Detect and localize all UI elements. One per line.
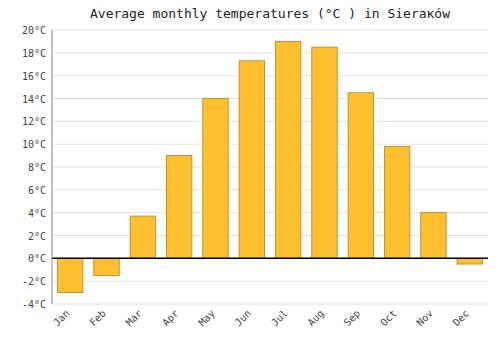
x-tick-label: Dec bbox=[451, 308, 472, 329]
y-tick-label: 4°C bbox=[28, 208, 46, 219]
bar bbox=[130, 216, 155, 258]
bar bbox=[275, 41, 300, 258]
grid-line bbox=[52, 167, 488, 168]
grid-line bbox=[52, 52, 488, 53]
y-tick-label: 0°C bbox=[28, 253, 46, 264]
y-tick-label: 2°C bbox=[28, 231, 46, 242]
x-tick-label: Feb bbox=[87, 308, 108, 329]
grid-line bbox=[52, 281, 488, 282]
y-tick-label: 12°C bbox=[22, 116, 46, 127]
zero-line bbox=[52, 258, 488, 260]
grid-line bbox=[52, 75, 488, 76]
y-tick-label: 10°C bbox=[22, 139, 46, 150]
y-tick-label: -2°C bbox=[22, 276, 46, 287]
grid-line bbox=[52, 98, 488, 99]
x-tick-label: Aug bbox=[305, 308, 326, 329]
y-axis-line bbox=[52, 30, 53, 304]
bar bbox=[312, 47, 337, 258]
y-tick-label: 16°C bbox=[22, 71, 46, 82]
bar bbox=[203, 99, 228, 259]
x-tick-label: May bbox=[196, 308, 217, 329]
x-tick-label: Jun bbox=[233, 308, 254, 329]
x-tick-label: Jul bbox=[269, 308, 290, 329]
grid-line bbox=[52, 189, 488, 190]
bar bbox=[166, 156, 191, 259]
grid-line bbox=[52, 121, 488, 122]
title: Average monthly temperatures (°C ) in Si… bbox=[90, 6, 450, 21]
y-tick-label: 20°C bbox=[22, 25, 46, 36]
bar bbox=[94, 258, 119, 275]
y-tick-label: 8°C bbox=[28, 162, 46, 173]
x-tick-label: Oct bbox=[378, 308, 399, 329]
grid-line bbox=[52, 258, 488, 259]
y-tick-label: 18°C bbox=[22, 48, 46, 59]
x-tick-label: Nov bbox=[414, 308, 435, 329]
bar bbox=[421, 213, 446, 259]
x-tick-label: Mar bbox=[124, 308, 145, 329]
bar bbox=[239, 61, 264, 259]
y-tick-label: 14°C bbox=[22, 94, 46, 105]
bar bbox=[348, 93, 373, 259]
grid-line bbox=[52, 30, 488, 31]
grid bbox=[52, 30, 488, 304]
y-tick-label: 6°C bbox=[28, 185, 46, 196]
x-tick-label: Apr bbox=[160, 308, 181, 329]
grid-line bbox=[52, 304, 488, 305]
bar bbox=[457, 258, 482, 264]
chart: Average monthly temperatures (°C ) in Si… bbox=[0, 0, 500, 350]
y-tick-label: -4°C bbox=[22, 299, 46, 310]
x-tick-label: Sep bbox=[342, 308, 363, 329]
grid-line bbox=[52, 144, 488, 145]
bars bbox=[57, 41, 482, 292]
bar bbox=[384, 146, 409, 258]
x-tick-label: Jan bbox=[51, 308, 72, 329]
bar bbox=[57, 258, 82, 292]
